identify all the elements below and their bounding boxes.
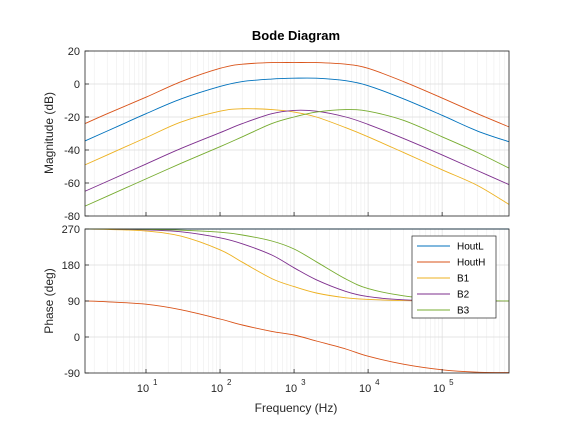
x-tick-label: 10 (359, 383, 371, 395)
legend-entry-houth: HoutH (457, 258, 485, 269)
x-tick-label: 10 (285, 383, 297, 395)
y-tick-label: 20 (68, 46, 80, 58)
y-tick-label: 270 (62, 224, 80, 236)
y-tick-label: -90 (64, 368, 80, 380)
y-tick-label: 90 (68, 296, 80, 308)
x-tick-exponent: 4 (375, 378, 380, 387)
legend-entry-houtl: HoutL (457, 242, 484, 253)
phase-y-label: Phase (deg) (42, 268, 56, 333)
y-tick-label: -40 (64, 145, 80, 157)
magnitude-plot-area (85, 51, 509, 216)
x-tick-exponent: 2 (227, 378, 232, 387)
x-axis-label: Frequency (Hz) (255, 401, 338, 415)
x-tick-label: 10 (211, 383, 223, 395)
legend-entry-b1: B1 (457, 274, 470, 285)
x-tick-exponent: 5 (449, 378, 454, 387)
y-tick-label: -20 (64, 112, 80, 124)
magnitude-y-label: Magnitude (dB) (42, 92, 56, 174)
y-tick-label: -60 (64, 178, 80, 190)
y-tick-label: -80 (64, 211, 80, 223)
y-tick-label: 0 (74, 332, 80, 344)
legend-entry-b3: B3 (457, 306, 470, 317)
x-tick-label: 10 (433, 383, 445, 395)
x-tick-exponent: 3 (301, 378, 306, 387)
magnitude-axes: 20 0 -20 -40 -60 -80 (64, 46, 509, 223)
y-tick-label: 0 (74, 79, 80, 91)
x-tick-exponent: 1 (153, 378, 158, 387)
legend[interactable]: HoutL HoutH B1 B2 B3 (412, 236, 496, 318)
x-tick-label: 10 (137, 383, 149, 395)
chart-title: Bode Diagram (252, 28, 340, 43)
y-tick-label: 180 (62, 260, 80, 272)
legend-entry-b2: B2 (457, 290, 470, 301)
